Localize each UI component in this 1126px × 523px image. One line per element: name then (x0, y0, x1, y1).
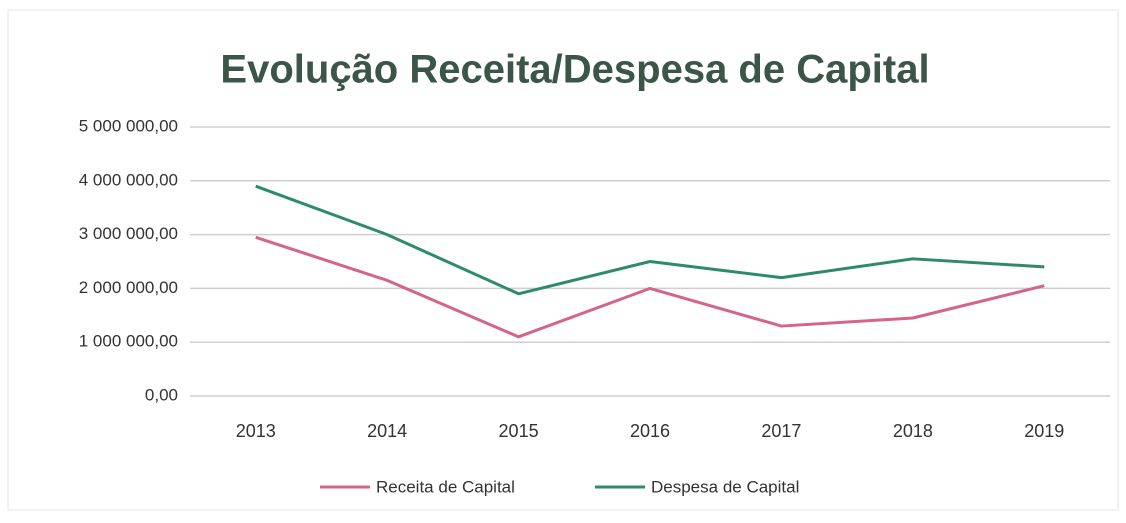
x-tick-label: 2013 (236, 421, 276, 441)
x-tick-label: 2019 (1024, 421, 1064, 441)
y-tick-label: 3 000 000,00 (79, 224, 178, 243)
x-tick-label: 2014 (367, 421, 407, 441)
legend-label: Receita de Capital (376, 477, 515, 496)
y-tick-label: 1 000 000,00 (79, 332, 178, 351)
y-tick-label: 4 000 000,00 (79, 170, 178, 189)
series-line (255, 184, 1045, 296)
series-line (255, 235, 1045, 339)
x-tick-label: 2018 (893, 421, 933, 441)
y-tick-label: 5 000 000,00 (79, 116, 178, 135)
x-tick-label: 2017 (761, 421, 801, 441)
y-tick-label: 2 000 000,00 (79, 278, 178, 297)
legend-label: Despesa de Capital (651, 477, 799, 496)
chart-title: Evolução Receita/Despesa de Capital (220, 48, 929, 92)
x-tick-label: 2015 (499, 421, 539, 441)
x-tick-label: 2016 (630, 421, 670, 441)
y-tick-label: 0,00 (145, 385, 178, 404)
